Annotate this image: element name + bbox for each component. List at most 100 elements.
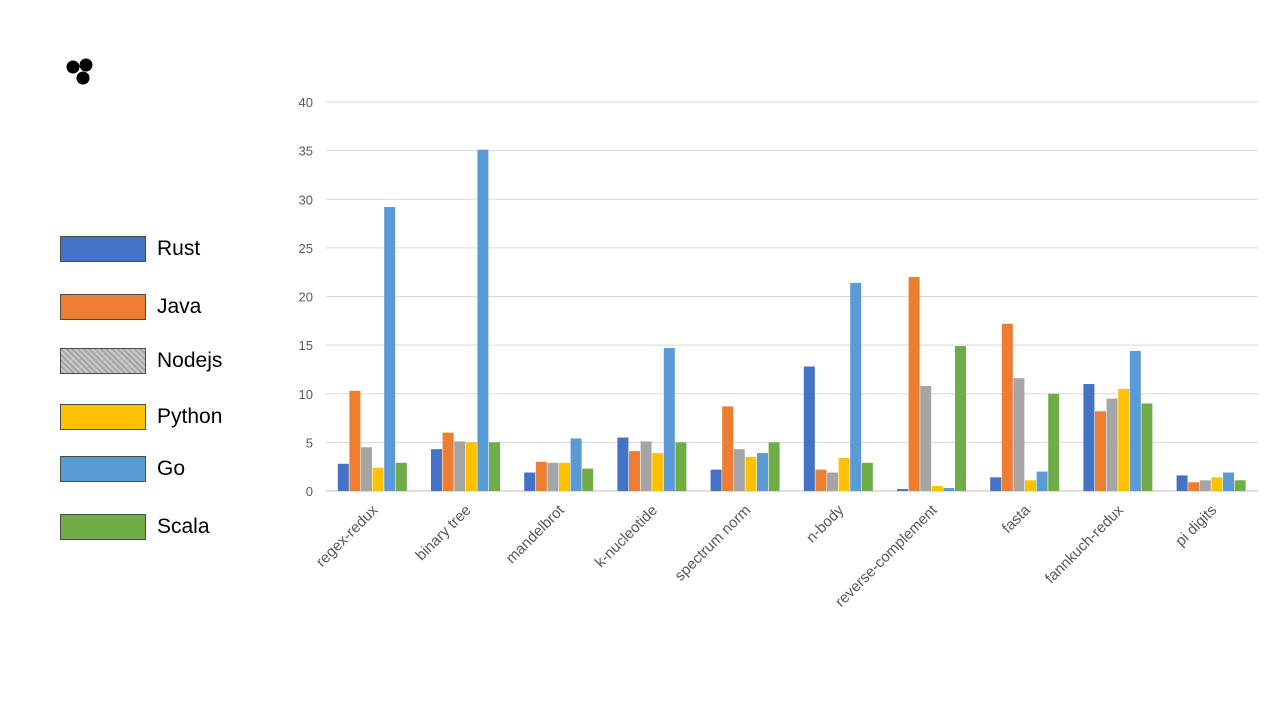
- legend-swatch: [60, 404, 146, 430]
- bar-java: [349, 390, 361, 491]
- x-tick-label: binary tree: [412, 502, 474, 564]
- bar-nodejs: [920, 385, 932, 491]
- x-tick-label: fannkuch-redux: [1042, 501, 1127, 586]
- legend-item-rust: Rust: [60, 234, 200, 264]
- legend-item-python: Python: [60, 402, 222, 432]
- legend-swatch: [60, 294, 146, 320]
- bar-java: [629, 451, 640, 491]
- bar-nodejs: [361, 447, 372, 491]
- bar-java: [442, 432, 454, 491]
- legend-item-go: Go: [60, 454, 185, 484]
- bar-python: [1118, 388, 1130, 491]
- logo-icon: [66, 58, 93, 85]
- bar-java: [815, 469, 827, 491]
- y-tick-label: 30: [299, 192, 313, 207]
- bar-nodejs: [547, 462, 559, 491]
- y-tick-label: 40: [299, 95, 313, 110]
- y-tick-label: 20: [299, 290, 313, 305]
- bar-rust: [897, 489, 908, 491]
- bar-nodejs: [827, 472, 838, 491]
- x-tick-label: reverse-complement: [832, 501, 941, 610]
- legend-label: Python: [157, 405, 223, 428]
- legend-swatch: [60, 236, 146, 262]
- legend-label: Java: [157, 295, 202, 318]
- x-tick-label: pi digits: [1172, 502, 1220, 550]
- bar-scala: [489, 442, 500, 491]
- y-tick-label: 25: [299, 241, 313, 256]
- x-tick-label: n-body: [803, 501, 848, 546]
- x-tick-label: mandelbrot: [503, 501, 569, 567]
- bar-rust: [524, 472, 536, 491]
- bar-nodejs: [640, 441, 652, 491]
- bar-nodejs: [1013, 378, 1025, 491]
- bar-go: [663, 348, 675, 491]
- bar-java: [722, 406, 734, 491]
- legend-swatch: [60, 456, 146, 482]
- legend-item-scala: Scala: [60, 512, 210, 542]
- bar-rust: [1176, 475, 1188, 491]
- y-tick-label: 35: [299, 144, 313, 159]
- bar-python: [465, 442, 477, 491]
- bar-java: [1001, 323, 1013, 491]
- legend-label: Rust: [157, 237, 201, 260]
- legend-item-java: Java: [60, 292, 201, 322]
- bar-go: [1223, 472, 1234, 491]
- x-tick-label: regex-redux: [313, 501, 382, 570]
- bar-scala: [861, 462, 873, 491]
- bar-java: [1188, 482, 1200, 491]
- y-tick-label: 0: [306, 484, 313, 499]
- bar-go: [943, 488, 955, 491]
- legend-swatch: [60, 514, 146, 540]
- bar-rust: [617, 437, 629, 491]
- bar-java: [908, 277, 920, 491]
- bar-python: [1025, 480, 1036, 491]
- bar-scala: [1048, 393, 1060, 491]
- x-tick-label: fasta: [999, 501, 1034, 536]
- legend-label: Nodejs: [157, 349, 223, 372]
- bar-scala: [582, 468, 594, 491]
- bar-nodejs: [1199, 480, 1211, 491]
- bar-go: [757, 453, 768, 491]
- x-tick-label: k-nucleotide: [592, 502, 661, 571]
- bar-scala: [675, 442, 687, 491]
- y-tick-label: 10: [299, 387, 313, 402]
- bar-scala: [955, 346, 966, 491]
- bar-nodejs: [733, 449, 745, 491]
- bar-python: [559, 462, 570, 491]
- bar-python: [745, 456, 757, 491]
- bar-scala: [1141, 403, 1153, 491]
- bar-python: [838, 457, 850, 491]
- y-tick-label: 5: [306, 435, 313, 450]
- bar-rust: [431, 449, 442, 491]
- x-tick-label: spectrum norm: [671, 502, 754, 585]
- bar-rust: [990, 477, 1002, 491]
- bar-go: [570, 438, 582, 491]
- legend-swatch: [60, 348, 146, 374]
- bar-java: [1095, 411, 1106, 491]
- bar-nodejs: [454, 441, 466, 491]
- bar-scala: [768, 442, 780, 491]
- bar-go: [850, 282, 862, 491]
- bar-scala: [1234, 480, 1246, 491]
- bar-python: [372, 467, 384, 491]
- chart-legend: Rust Java Nodejs Python Go Scala: [0, 0, 300, 720]
- bar-nodejs: [1106, 398, 1118, 491]
- bar-go: [1036, 471, 1048, 491]
- legend-label: Go: [157, 457, 186, 480]
- legend-item-nodejs: Nodejs: [60, 346, 222, 376]
- bar-rust: [803, 366, 815, 491]
- legend-label: Scala: [157, 515, 210, 538]
- bar-python: [931, 486, 943, 491]
- bar-python: [652, 453, 664, 491]
- bar-scala: [395, 462, 407, 491]
- bar-go: [384, 207, 396, 491]
- bar-go: [477, 149, 489, 491]
- bar-python: [1211, 477, 1223, 491]
- bar-java: [535, 461, 547, 491]
- bar-rust: [710, 469, 722, 491]
- bar-rust: [337, 463, 349, 491]
- bar-rust: [1083, 384, 1095, 491]
- y-tick-label: 15: [299, 338, 313, 353]
- bar-go: [1129, 350, 1141, 491]
